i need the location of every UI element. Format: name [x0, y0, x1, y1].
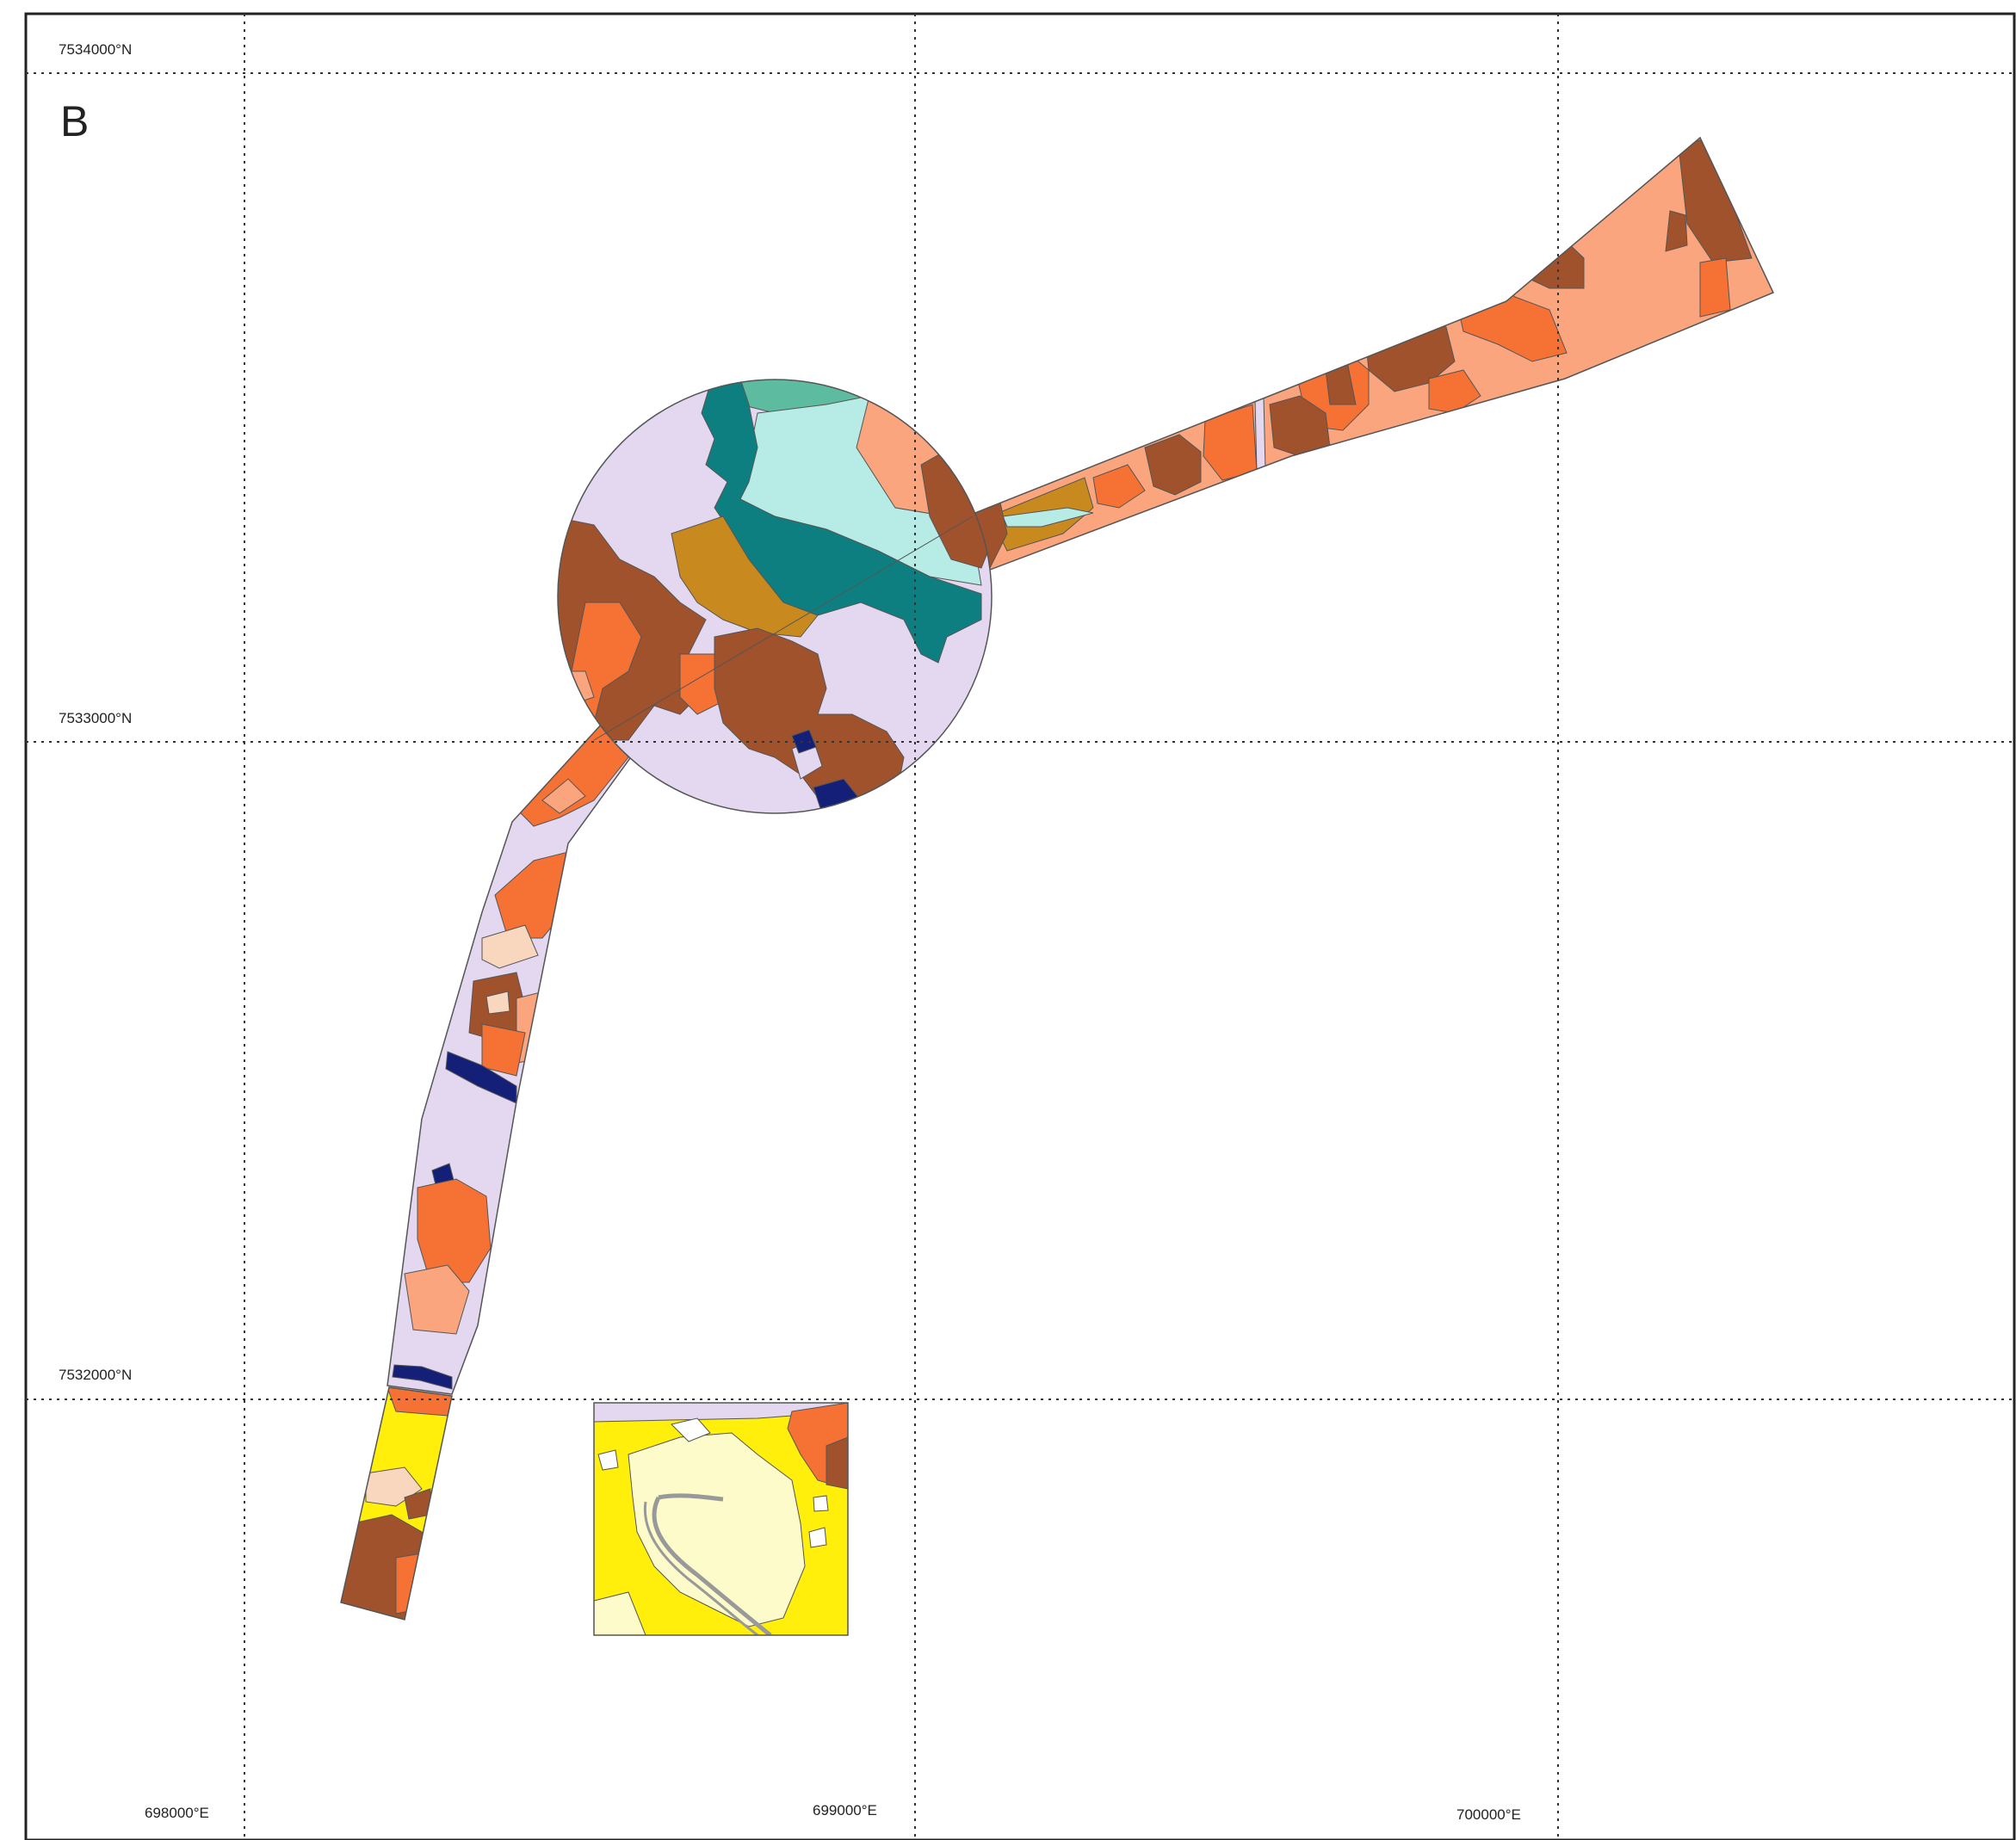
ne-dark-patch: [1144, 434, 1202, 496]
inset-outline: [593, 1402, 849, 1636]
easting-label: 699000°E: [813, 1802, 877, 1818]
northing-label: 7533000°N: [59, 710, 133, 726]
circle-teal: [701, 380, 982, 664]
sw-peach-patch: [481, 924, 539, 969]
southwest-strip-lower: [341, 1387, 452, 1620]
panel-label: B: [60, 97, 90, 145]
ne-dark-patch: [1665, 210, 1688, 252]
inset-road: [652, 1493, 772, 1635]
sw-lower-dark: [341, 1514, 431, 1620]
northeast-strip: [912, 138, 1773, 572]
sw-lens: [485, 991, 510, 1015]
ne-cyan-lens: [1002, 507, 1094, 528]
inset-road: [643, 1501, 758, 1635]
sw-navy-band: [392, 1364, 453, 1390]
inset-lilac-strip: [594, 1403, 848, 1423]
inset-map: [594, 1403, 848, 1635]
northing-label: 7532000°N: [59, 1367, 133, 1383]
ne-dark-patch: [1510, 225, 1585, 289]
northing-label: 7534000°N: [59, 41, 133, 58]
circle-navy: [791, 729, 817, 754]
sw-strip-lower-outline: [340, 1386, 453, 1621]
inset-white-blob: [671, 1417, 711, 1442]
inset-white-blob: [808, 1527, 827, 1548]
inset-cream: [594, 1591, 646, 1635]
inset-dark: [826, 1436, 848, 1490]
sw-lower-orange: [395, 1553, 423, 1615]
sw-orange-patch: [417, 1178, 492, 1283]
sw-peach-patch: [404, 1264, 470, 1335]
inset-white-blob: [597, 1449, 619, 1471]
ne-orange-patch: [1428, 369, 1481, 414]
ne-orange-patch: [1092, 464, 1146, 509]
sw-peach-patch: [541, 778, 586, 814]
ne-orange-patch: [1699, 257, 1731, 318]
circle-chord: [593, 516, 974, 741]
ne-dark-patch: [1678, 138, 1753, 263]
coordinate-grid: [26, 14, 2014, 1840]
ne-strip-outline: [911, 136, 1775, 573]
map-border: [24, 12, 2016, 1840]
circle-ochre: [671, 516, 819, 638]
sw-orange-patch: [481, 1023, 526, 1077]
ne-lilac-vein: [1254, 397, 1266, 472]
inset-cream: [628, 1432, 806, 1627]
ne-strip-base: [912, 138, 1773, 572]
inset-white-blob: [813, 1495, 829, 1512]
easting-label: 700000°E: [1456, 1806, 1521, 1823]
circle-outline: [557, 379, 993, 814]
easting-label: 698000°E: [145, 1805, 209, 1821]
